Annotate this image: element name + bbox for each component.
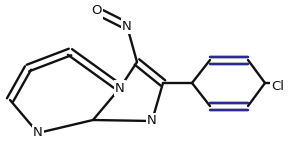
Text: N: N — [147, 115, 157, 128]
Text: N: N — [33, 126, 43, 140]
Text: N: N — [122, 20, 132, 33]
Text: O: O — [92, 4, 102, 18]
Text: N: N — [115, 82, 125, 95]
Text: Cl: Cl — [271, 80, 284, 93]
